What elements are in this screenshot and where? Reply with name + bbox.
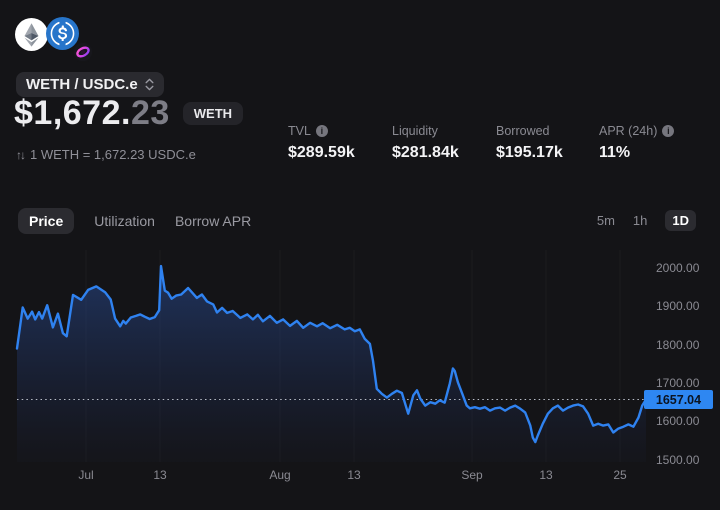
- stat-tvl: TVL i $289.59k: [288, 124, 392, 162]
- x-axis-label: 13: [539, 468, 553, 482]
- x-axis-label: Sep: [461, 468, 483, 482]
- stat-value: 11%: [599, 144, 631, 161]
- price-row: $1,672. 23 WETH: [14, 94, 244, 133]
- tab-borrow-apr[interactable]: Borrow APR: [174, 213, 252, 229]
- y-axis-label: 2000.00: [656, 261, 700, 275]
- exchange-rate-row[interactable]: ↑↓ 1 WETH = 1,672.23 USDC.e: [16, 147, 196, 162]
- y-axis-label: 1500.00: [656, 453, 700, 467]
- price-chart-svg: [15, 264, 648, 462]
- chain-mini-icon: [72, 41, 94, 63]
- stat-label: Borrowed: [496, 124, 550, 138]
- stat-apr-24h-: APR (24h) i 11%: [599, 124, 689, 162]
- range-1d[interactable]: 1D: [665, 210, 696, 231]
- price-chart[interactable]: 1657.04 2000.00 1900.00 1800.00 1700.00 1600…: [0, 250, 720, 467]
- price-integer: $1,672.: [14, 94, 131, 132]
- sort-chevrons-icon: [145, 78, 154, 91]
- pair-selector[interactable]: WETH / USDC.e: [16, 72, 164, 97]
- x-axis-label: 13: [347, 468, 361, 482]
- stat-label: APR (24h) i: [599, 124, 689, 138]
- stat-value: $281.84k: [392, 144, 459, 161]
- x-axis-label: Jul: [78, 468, 94, 482]
- eth-token-icon: [15, 18, 48, 51]
- y-axis-label: 1900.00: [656, 299, 700, 313]
- y-axis-label: 1700.00: [656, 376, 700, 390]
- x-axis-label: 25: [613, 468, 627, 482]
- price-decimals: 23: [130, 94, 170, 132]
- x-axis-label: 13: [153, 468, 167, 482]
- x-axis-label: Aug: [269, 468, 291, 482]
- current-price-tag: 1657.04: [644, 390, 713, 409]
- stat-label: TVL i: [288, 124, 392, 138]
- usdc-token-icon: [46, 17, 79, 50]
- stat-value: $195.17k: [496, 144, 563, 161]
- swap-direction-icon: ↑↓: [16, 147, 26, 162]
- stat-liquidity: Liquidity $281.84k: [392, 124, 496, 162]
- stats-row: TVL i $289.59k Liquidity $281.84k Borrowed $19…: [288, 124, 689, 162]
- stat-value: $289.59k: [288, 144, 355, 161]
- stat-borrowed: Borrowed $195.17k: [496, 124, 599, 162]
- stat-label: Liquidity: [392, 124, 438, 138]
- range-5m[interactable]: 5m: [596, 213, 615, 228]
- tab-utilization[interactable]: Utilization: [94, 213, 155, 229]
- tab-price[interactable]: Price: [18, 208, 75, 234]
- info-icon[interactable]: i: [315, 125, 328, 137]
- timeframe-selector: 5m 1h 1D: [597, 210, 696, 231]
- price-asset-badge: WETH: [182, 102, 244, 125]
- y-axis-label: 1800.00: [656, 338, 700, 352]
- exchange-rate-text: 1 WETH = 1,672.23 USDC.e: [30, 147, 196, 162]
- range-1h[interactable]: 1h: [632, 213, 648, 228]
- x-axis: Jul 13 Aug 13 Sep 13 25: [0, 468, 720, 486]
- chart-tabs: Price Utilization Borrow APR: [18, 208, 251, 234]
- pair-label: WETH / USDC.e: [26, 76, 138, 93]
- y-axis-label: 1600.00: [656, 414, 700, 428]
- info-icon[interactable]: i: [662, 125, 675, 137]
- token-icons: [15, 17, 105, 65]
